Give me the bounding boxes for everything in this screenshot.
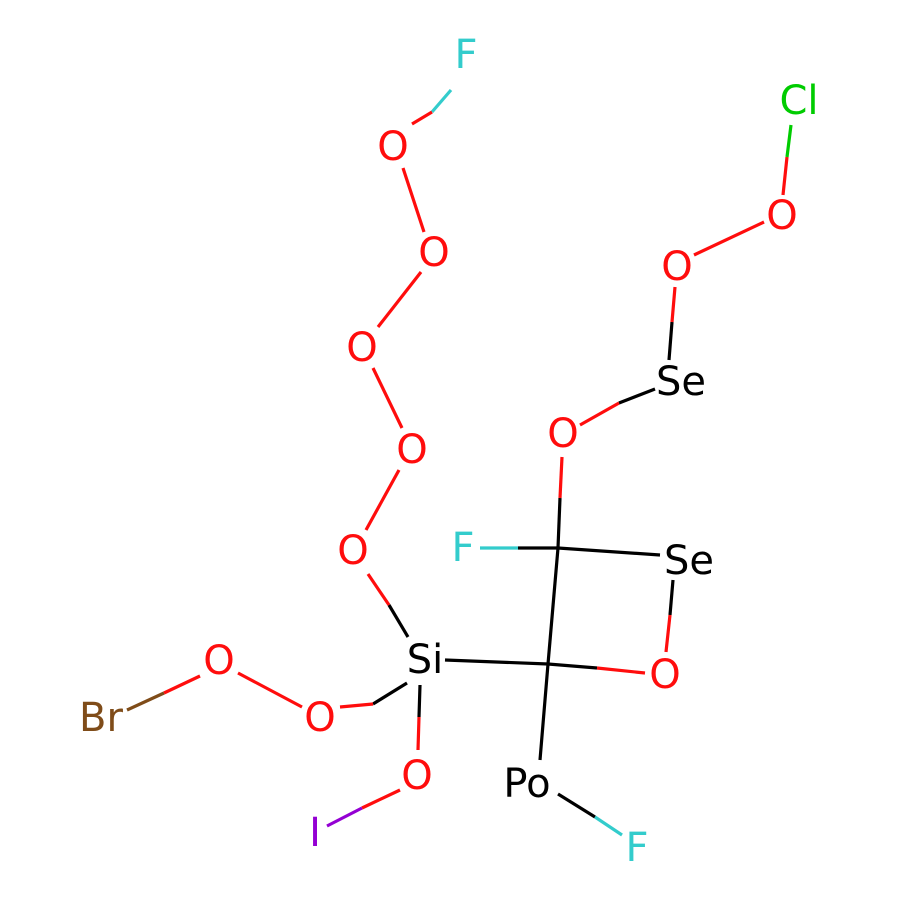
atom-label-O9: O xyxy=(649,652,680,698)
atom-label-Se1: Se xyxy=(656,359,706,405)
atom-label-O4: O xyxy=(396,427,427,473)
atom-label-O11: O xyxy=(661,244,692,290)
atom-label-Si: Si xyxy=(407,637,444,683)
atom-label-O10: O xyxy=(547,411,578,457)
atom-label-I: I xyxy=(309,810,321,856)
bond xyxy=(418,717,419,750)
atom-label-O5: O xyxy=(337,528,368,574)
atom-label-O3: O xyxy=(346,325,377,371)
atom-label-F1: F xyxy=(454,32,477,78)
bond xyxy=(560,457,562,498)
atom-label-O1: O xyxy=(377,124,408,170)
atom-label-O7: O xyxy=(203,638,234,684)
atom-label-O8: O xyxy=(401,753,432,799)
atom-label-O6: O xyxy=(304,695,335,741)
atom-label-Cl: Cl xyxy=(779,78,818,124)
atom-label-O2: O xyxy=(418,230,449,276)
atom-label-Po: Po xyxy=(503,761,550,807)
bond xyxy=(419,685,420,717)
atom-label-Se2: Se xyxy=(664,538,714,584)
atom-label-O12: O xyxy=(766,193,797,239)
atom-label-F2: F xyxy=(451,525,474,571)
atom-label-Br: Br xyxy=(79,695,123,741)
atom-label-F3: F xyxy=(625,825,648,871)
bond xyxy=(558,498,560,548)
